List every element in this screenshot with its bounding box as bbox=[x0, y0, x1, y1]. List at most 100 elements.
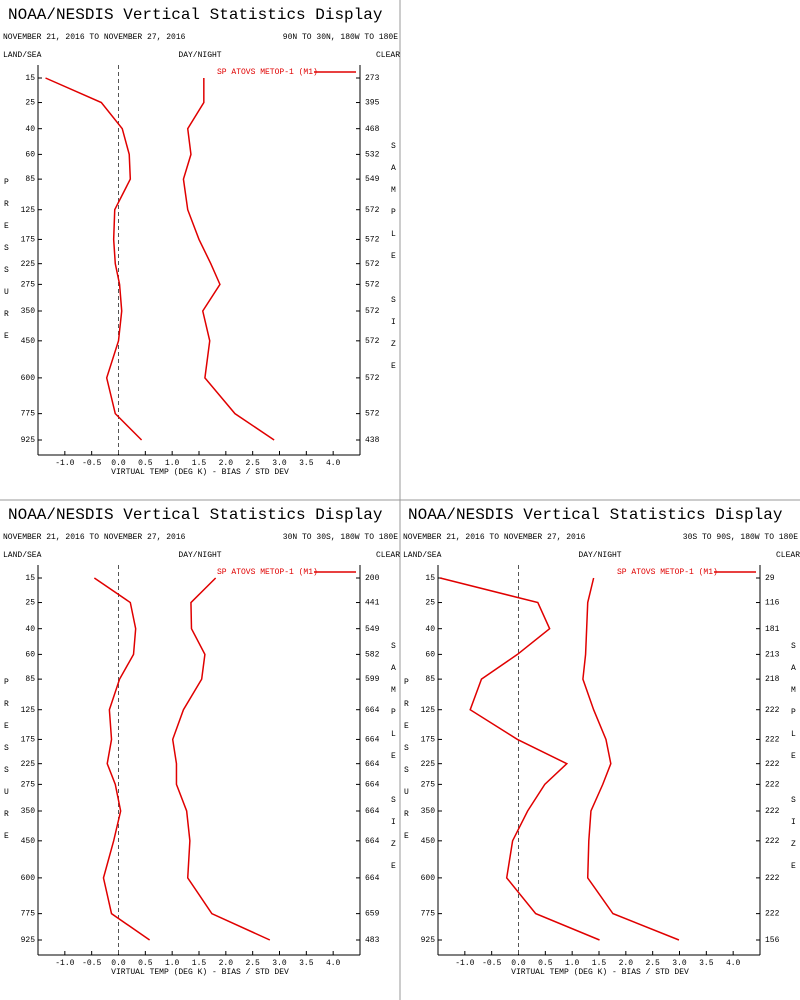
y-tick-label: 15 bbox=[25, 574, 35, 583]
sample-size: 222 bbox=[765, 760, 780, 769]
y-tick-label: 125 bbox=[21, 206, 36, 215]
x-tick-label: 2.5 bbox=[245, 459, 260, 468]
y-tick-label: 925 bbox=[21, 936, 36, 945]
y-tick-label: 925 bbox=[421, 936, 436, 945]
y2-axis-label: SAMPLE SIZE bbox=[389, 642, 398, 884]
y-tick-label: 275 bbox=[21, 780, 36, 789]
sample-size: 572 bbox=[365, 337, 380, 346]
sample-size: 582 bbox=[365, 651, 380, 660]
chart-title: NOAA/NESDIS Vertical Statistics Display bbox=[8, 506, 383, 524]
sample-size: 572 bbox=[365, 307, 380, 316]
y-tick-label: 60 bbox=[425, 651, 435, 660]
date-range: NOVEMBER 21, 2016 TO NOVEMBER 27, 2016 bbox=[403, 533, 586, 542]
x-tick-label: 2.5 bbox=[645, 959, 660, 968]
sample-size: 664 bbox=[365, 837, 380, 846]
x-tick-label: -0.5 bbox=[82, 959, 101, 968]
region: 30S TO 90S, 180W TO 180E bbox=[683, 533, 798, 542]
x-tick-label: 1.5 bbox=[192, 459, 207, 468]
y-tick-label: 450 bbox=[421, 837, 436, 846]
land-sea: LAND/SEA bbox=[3, 551, 42, 560]
sample-size: 664 bbox=[365, 760, 380, 769]
land-sea: LAND/SEA bbox=[403, 551, 442, 560]
clear: CLEAR bbox=[376, 51, 400, 60]
legend-label: SP ATOVS METOP-1 (M1) bbox=[217, 68, 318, 77]
chart-panel: NOAA/NESDIS Vertical Statistics Display N… bbox=[2, 6, 400, 477]
x-tick-label: -1.0 bbox=[455, 959, 474, 968]
region: 30N TO 30S, 180W TO 180E bbox=[283, 533, 398, 542]
sample-size: 572 bbox=[365, 410, 380, 419]
y-tick-label: 125 bbox=[21, 706, 36, 715]
sample-size: 181 bbox=[765, 625, 780, 634]
x-tick-label: 1.0 bbox=[565, 959, 580, 968]
x-tick-label: 3.5 bbox=[299, 459, 314, 468]
y-tick-label: 25 bbox=[425, 599, 435, 608]
sample-size: 200 bbox=[365, 574, 380, 583]
x-tick-label: 3.0 bbox=[272, 959, 287, 968]
sample-size: 395 bbox=[365, 99, 380, 108]
y-tick-label: 775 bbox=[421, 910, 436, 919]
y-tick-label: 40 bbox=[425, 625, 435, 634]
sample-size: 599 bbox=[365, 675, 380, 684]
x-tick-label: 3.5 bbox=[299, 959, 314, 968]
y2-axis-label: SAMPLE SIZE bbox=[389, 142, 398, 384]
x-tick-label: 1.5 bbox=[592, 959, 607, 968]
sample-size: 222 bbox=[765, 780, 780, 789]
x-tick-label: 2.0 bbox=[219, 459, 234, 468]
y-tick-label: 275 bbox=[421, 780, 436, 789]
y-tick-label: 450 bbox=[21, 337, 36, 346]
x-tick-label: -1.0 bbox=[55, 959, 74, 968]
x-tick-label: 4.0 bbox=[326, 459, 341, 468]
sample-size: 572 bbox=[365, 260, 380, 269]
sample-size: 29 bbox=[765, 574, 775, 583]
y-tick-label: 85 bbox=[425, 675, 435, 684]
sample-size: 222 bbox=[765, 706, 780, 715]
std-dev-line bbox=[171, 577, 271, 941]
chart-panel: NOAA/NESDIS Vertical Statistics Display N… bbox=[402, 506, 800, 977]
sample-size: 222 bbox=[765, 807, 780, 816]
sample-size: 572 bbox=[365, 280, 380, 289]
clear: CLEAR bbox=[376, 551, 400, 560]
day-night: DAY/NIGHT bbox=[578, 551, 621, 560]
sample-size: 438 bbox=[365, 436, 380, 445]
y-tick-label: 125 bbox=[421, 706, 436, 715]
region: 90N TO 30N, 180W TO 180E bbox=[283, 33, 398, 42]
x-tick-label: 2.0 bbox=[219, 959, 234, 968]
sample-size: 664 bbox=[365, 780, 380, 789]
y-tick-label: 775 bbox=[21, 910, 36, 919]
sample-size: 441 bbox=[365, 599, 380, 608]
y-tick-label: 600 bbox=[421, 874, 436, 883]
bias-line bbox=[93, 577, 151, 941]
sample-size: 222 bbox=[765, 736, 780, 745]
y-tick-label: 175 bbox=[21, 736, 36, 745]
y-tick-label: 600 bbox=[21, 374, 36, 383]
sample-size: 222 bbox=[765, 874, 780, 883]
x-tick-label: 0.5 bbox=[538, 959, 553, 968]
sample-size: 664 bbox=[365, 807, 380, 816]
sample-size: 156 bbox=[765, 936, 780, 945]
sample-size: 549 bbox=[365, 625, 380, 634]
y-axis-label: PRESSURE bbox=[2, 178, 11, 354]
x-tick-label: 2.0 bbox=[619, 959, 634, 968]
x-tick-label: 2.5 bbox=[245, 959, 260, 968]
x-tick-label: 4.0 bbox=[326, 959, 341, 968]
y-tick-label: 60 bbox=[25, 651, 35, 660]
y-tick-label: 225 bbox=[21, 760, 36, 769]
sample-size: 218 bbox=[765, 675, 780, 684]
x-tick-label: -0.5 bbox=[482, 959, 501, 968]
sample-size: 572 bbox=[365, 374, 380, 383]
sample-size: 483 bbox=[365, 936, 380, 945]
x-axis-label: VIRTUAL TEMP (DEG K) - BIAS / STD DEV bbox=[111, 968, 289, 977]
y-tick-label: 15 bbox=[425, 574, 435, 583]
chart-title: NOAA/NESDIS Vertical Statistics Display bbox=[408, 506, 783, 524]
clear: CLEAR bbox=[776, 551, 800, 560]
y-tick-label: 25 bbox=[25, 599, 35, 608]
legend-label: SP ATOVS METOP-1 (M1) bbox=[217, 568, 318, 577]
sample-size: 549 bbox=[365, 175, 380, 184]
sample-size: 664 bbox=[365, 874, 380, 883]
y-tick-label: 600 bbox=[21, 874, 36, 883]
y-tick-label: 775 bbox=[21, 410, 36, 419]
x-tick-label: -0.5 bbox=[82, 459, 101, 468]
bias-line bbox=[45, 77, 143, 441]
sample-size: 222 bbox=[765, 837, 780, 846]
